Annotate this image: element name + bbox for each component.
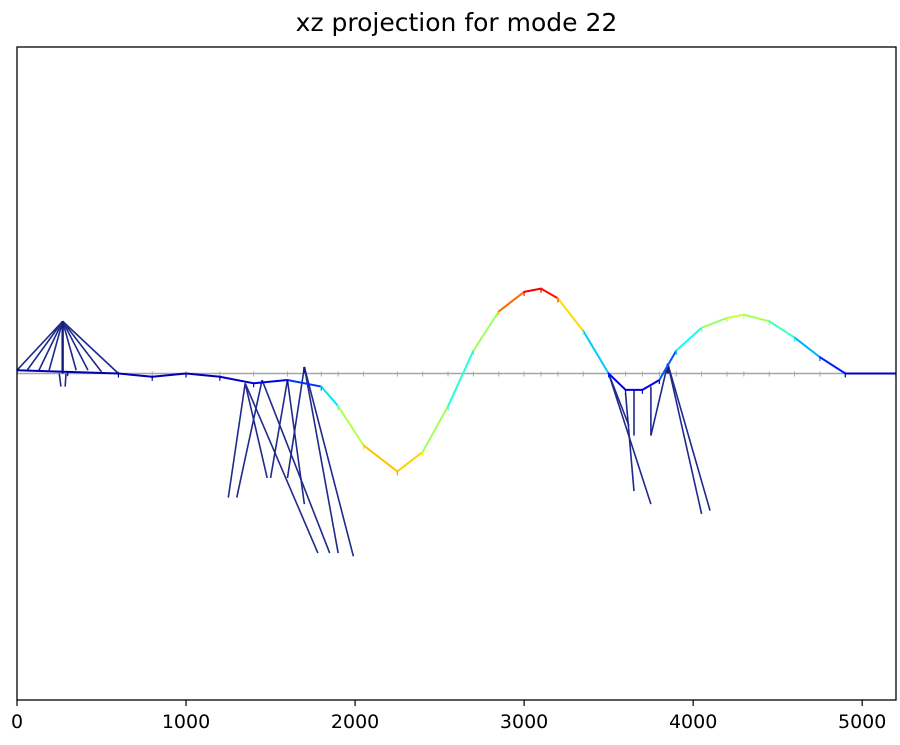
deck-segment <box>497 290 526 313</box>
x-tick-label: 4000 <box>669 711 717 733</box>
deck-segment <box>700 316 728 329</box>
deck-segment <box>818 356 847 375</box>
cable-line <box>62 320 103 373</box>
deck-segment <box>582 330 610 375</box>
cable-line <box>667 363 703 515</box>
cable-line <box>17 320 64 371</box>
cable-line <box>26 320 64 371</box>
cable-line <box>38 320 64 371</box>
cable-line <box>261 379 331 554</box>
deck-segment <box>523 287 543 293</box>
chart-title: xz projection for mode 22 <box>295 8 618 37</box>
deck-segment <box>540 287 559 300</box>
deck-segment <box>337 405 365 447</box>
deck-segment <box>421 405 450 453</box>
deck-segment <box>658 349 678 382</box>
x-tick-label: 1000 <box>162 711 210 733</box>
cable-line <box>286 379 306 505</box>
deck-segment <box>185 372 221 378</box>
deck-segment <box>742 313 771 323</box>
plot-frame <box>16 46 897 701</box>
cable-line <box>269 379 289 479</box>
deck-segment <box>768 320 796 339</box>
deck-segment <box>320 385 340 408</box>
deck-segment <box>252 379 289 385</box>
deck-segment <box>17 369 69 373</box>
cable-line <box>303 366 339 554</box>
cable-line <box>650 363 669 436</box>
deck-segment <box>151 372 188 378</box>
cable-line <box>286 366 306 479</box>
deck-segment <box>607 372 627 391</box>
cable-line <box>64 373 67 387</box>
cable-line <box>235 379 263 498</box>
x-tick-label: 3000 <box>500 711 548 733</box>
cable-line <box>607 373 630 427</box>
deck-segment <box>286 379 323 388</box>
deck-segment <box>362 444 399 473</box>
deck-segment <box>641 379 661 391</box>
deck-segment <box>675 326 703 352</box>
deck-segment <box>447 349 475 408</box>
cable-line <box>58 373 62 387</box>
cable-line <box>61 321 77 371</box>
x-tick-label: 0 <box>11 711 23 733</box>
cable-line <box>244 383 268 479</box>
deck-segment <box>793 336 821 359</box>
cable-line <box>48 321 64 371</box>
deck-segment <box>472 310 500 352</box>
deck-segment <box>66 370 120 375</box>
x-tick-label: 5000 <box>838 711 886 733</box>
deck-segment <box>556 297 585 333</box>
cable-line <box>624 393 635 492</box>
cable-line <box>227 383 246 498</box>
deck-segment <box>725 313 745 319</box>
deck-segment <box>396 450 424 473</box>
x-tick-label: 2000 <box>331 711 379 733</box>
deck-segment <box>117 372 154 378</box>
cable-line <box>61 320 89 371</box>
cable-line <box>303 366 355 557</box>
cable-line <box>244 382 319 554</box>
deck-segment <box>218 375 255 385</box>
cable-line <box>62 320 119 375</box>
cable-line <box>667 363 711 511</box>
